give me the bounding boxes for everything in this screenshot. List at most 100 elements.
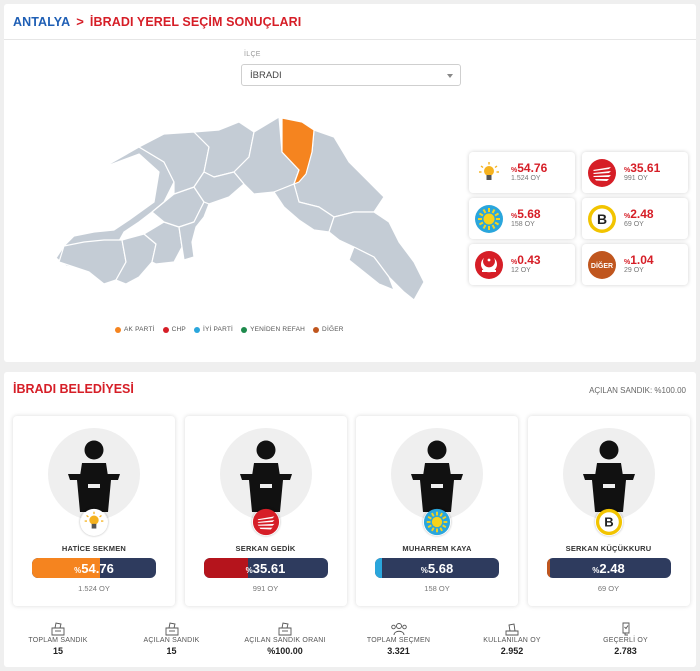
candidate-vote-bar-fill	[203, 558, 248, 578]
stat-item: KULLANILAN OY 2.952	[462, 622, 562, 656]
party-percentage: %0.43	[511, 252, 541, 267]
legend-item: YENİDEN REFAH	[241, 326, 305, 333]
party-result-card[interactable]: %54.76 1.524 OY	[469, 152, 575, 193]
page-title: İBRADI YEREL SEÇİM SONUÇLARI	[89, 14, 302, 29]
candidate-vote-bar-fill	[32, 558, 100, 578]
candidate-silhouette-icon	[406, 438, 468, 521]
candidate-vote-bar-fill	[546, 558, 550, 578]
legend-label: İYİ PARTİ	[202, 326, 234, 333]
stat-value: 2.783	[614, 646, 637, 656]
legend-item: İYİ PARTİ	[193, 326, 234, 333]
candidate-name: MUHARREM KAYA	[402, 544, 472, 553]
ballot-box-icon	[122, 622, 222, 636]
map-district-west[interactable]	[55, 146, 175, 271]
party-percentage: %2.48	[624, 206, 654, 221]
party-votes: 12 OY	[511, 267, 531, 275]
candidate-name: SERKAN KÜÇÜKKURU	[565, 544, 652, 553]
party-votes: 1.524 OY	[511, 175, 541, 183]
yeniden-refah-logo-icon	[474, 250, 504, 280]
party-result-card[interactable]: DİĞER %1.04 29 OY	[582, 244, 688, 285]
candidate-card[interactable]: HATİCE SEKMEN %54.76 1.524 OY	[13, 416, 175, 606]
stat-value: 3.321	[387, 646, 410, 656]
map-district-southeast[interactable]	[328, 211, 425, 301]
valid-vote-icon	[576, 622, 676, 636]
iyi-parti-logo-icon	[423, 508, 451, 536]
svg-text:DİĞER: DİĞER	[591, 261, 613, 270]
candidate-silhouette-icon	[235, 438, 297, 521]
municipality-title: İBRADI BELEDİYESİ	[13, 382, 134, 396]
diger-logo-icon: DİĞER	[587, 250, 617, 280]
map-district-south-coast[interactable]	[348, 246, 395, 291]
ballot-box-icon	[8, 622, 108, 636]
party-votes: 69 OY	[624, 221, 644, 229]
party-percentage: %54.76	[511, 160, 548, 175]
legend-dot-icon	[193, 326, 200, 333]
candidate-name: HATİCE SEKMEN	[61, 544, 127, 553]
legend-item: CHP	[162, 326, 186, 333]
map-district-central[interactable]	[193, 171, 245, 205]
people-icon	[349, 622, 449, 636]
district-select-value: İBRADI	[250, 70, 282, 81]
map-legend: AK PARTİ CHP İYİ PARTİ YENİDEN REFAH DİĞER	[115, 326, 344, 333]
legend-label: YENİDEN REFAH	[250, 326, 306, 333]
candidate-vote-bar-fill	[375, 558, 383, 578]
stat-label: KULLANILAN OY	[483, 637, 541, 644]
breadcrumb-city-link[interactable]: ANTALYA	[13, 14, 71, 29]
map-district-east-coast[interactable]	[273, 183, 335, 233]
party-percentage: %1.04	[624, 252, 654, 267]
candidate-vote-bar: %2.48	[546, 558, 671, 578]
map-district-southwest[interactable]	[58, 239, 127, 285]
stat-item: TOPLAM SEÇMEN 3.321	[349, 622, 449, 656]
legend-label: CHP	[171, 326, 186, 333]
party-result-card[interactable]: B %2.48 69 OY	[582, 198, 688, 239]
svg-text:B: B	[604, 515, 613, 530]
candidate-vote-bar: %35.61	[203, 558, 328, 578]
map-district-ibradi[interactable]	[281, 117, 315, 186]
svg-text:B: B	[597, 211, 607, 227]
candidate-silhouette-icon	[63, 438, 125, 521]
candidate-card[interactable]: MUHARREM KAYA %5.68 158 OY	[356, 416, 518, 606]
candidate-percentage: %5.68	[420, 561, 454, 576]
party-result-card[interactable]: %0.43 12 OY	[469, 244, 575, 285]
candidate-votes: 991 OY	[252, 584, 279, 593]
stats-row: TOPLAM SANDIK 15 AÇILAN SANDIK 15 AÇILAN…	[4, 622, 696, 662]
party-votes: 158 OY	[511, 221, 535, 229]
candidate-card[interactable]: B SERKAN KÜÇÜKKURU %2.48 69 OY	[527, 416, 690, 606]
breadcrumb-separator: >	[76, 14, 84, 29]
party-percentage: %5.68	[511, 206, 541, 221]
stat-item: TOPLAM SANDIK 15	[8, 622, 108, 656]
candidate-votes: 158 OY	[424, 584, 450, 593]
legend-item: DİĞER	[313, 326, 344, 333]
district-label: İLÇE	[244, 51, 261, 58]
chp-logo-icon	[252, 508, 280, 536]
stat-value: 15	[52, 646, 63, 656]
b-party-logo-icon: B	[595, 508, 623, 536]
vote-cast-icon	[462, 622, 562, 636]
stat-item: AÇILAN SANDIK 15	[122, 622, 222, 656]
candidate-percentage: %54.76	[74, 561, 114, 576]
candidate-percentage: %35.61	[245, 561, 286, 576]
map-district-gulf-west[interactable]	[178, 201, 210, 261]
party-votes: 991 OY	[624, 175, 648, 183]
candidate-percentage: %2.48	[592, 561, 625, 576]
district-select[interactable]: İBRADI	[241, 64, 461, 86]
ak-parti-logo-icon	[474, 158, 504, 188]
antalya-district-map	[55, 116, 425, 301]
party-result-card[interactable]: %5.68 158 OY	[469, 198, 575, 239]
legend-label: AK PARTİ	[124, 326, 155, 333]
stat-value: %100.00	[267, 646, 303, 656]
candidate-card[interactable]: SERKAN GEDİK %35.61 991 OY	[184, 416, 347, 606]
opened-boxes-ratio: AÇILAN SANDIK: %100.00	[589, 386, 686, 395]
stat-label: TOPLAM SANDIK	[28, 637, 88, 644]
breadcrumb: ANTALYA > İBRADI YEREL SEÇİM SONUÇLARI	[4, 4, 696, 40]
candidate-votes: 1.524 OY	[78, 584, 110, 593]
candidate-votes: 69 OY	[597, 584, 620, 593]
stat-label: AÇILAN SANDIK ORANI	[244, 637, 326, 644]
party-result-card[interactable]: %35.61 991 OY	[582, 152, 688, 193]
stat-item: AÇILAN SANDIK ORANI %100.00	[235, 622, 335, 656]
candidate-vote-bar: %5.68	[375, 558, 499, 578]
stat-value: 2.952	[500, 646, 524, 656]
chevron-down-icon	[447, 74, 453, 78]
stat-label: GEÇERLİ OY	[603, 637, 648, 644]
municipality-panel: İBRADI BELEDİYESİ AÇILAN SANDIK: %100.00…	[4, 372, 696, 667]
